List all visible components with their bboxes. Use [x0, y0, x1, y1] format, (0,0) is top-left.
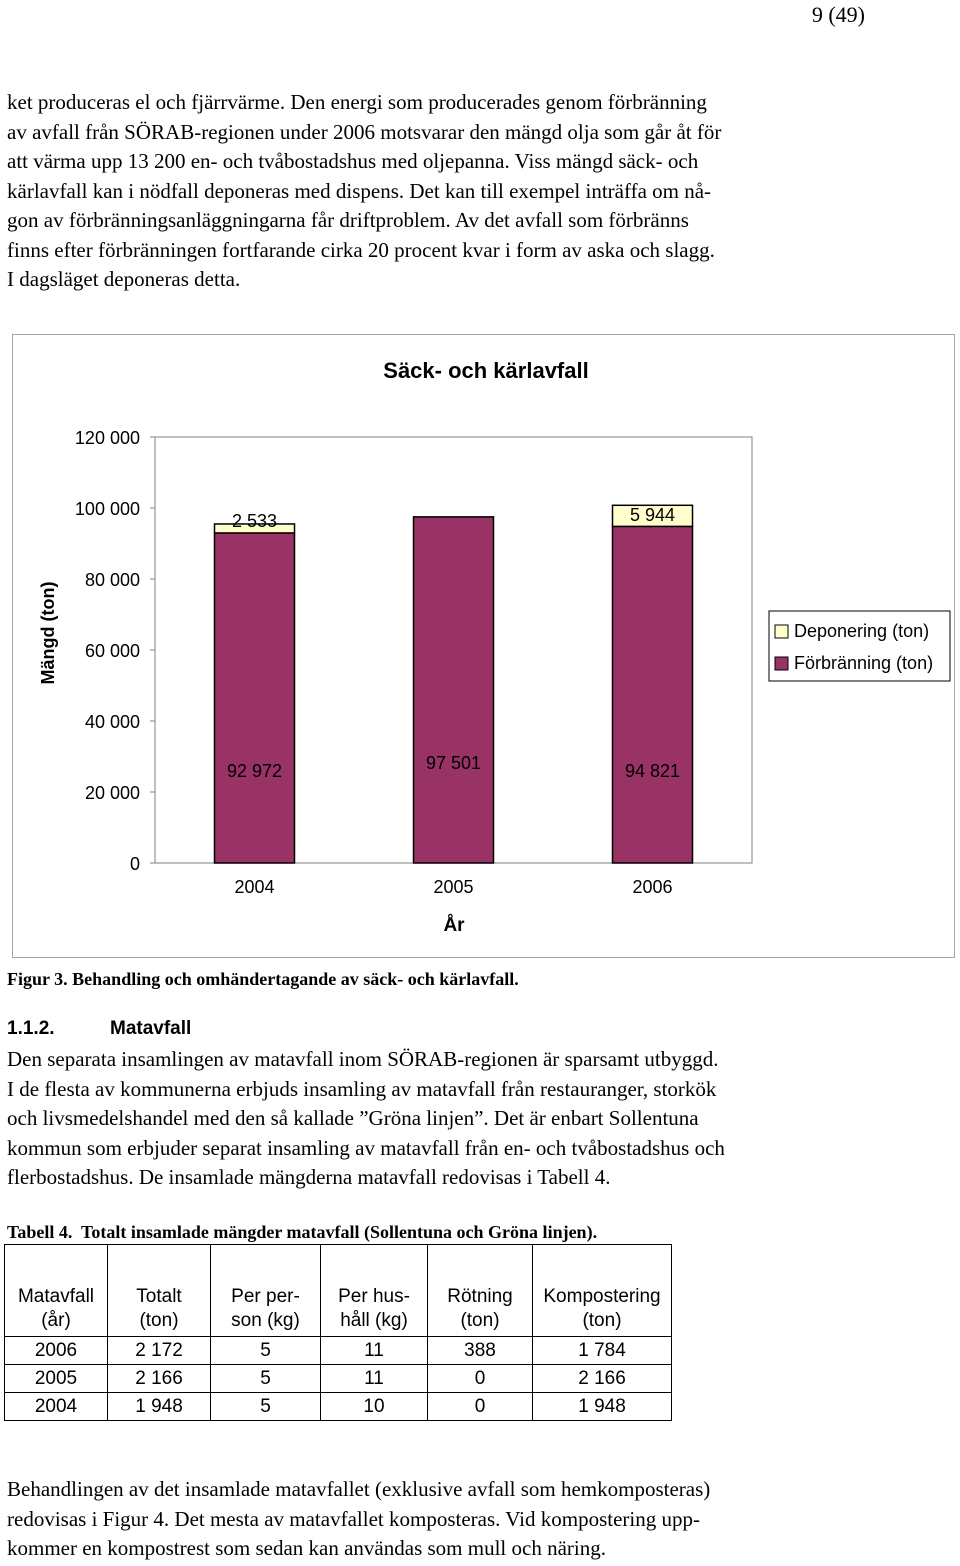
table-cell: 0: [427, 1392, 533, 1421]
legend-swatch-forbranning: [774, 656, 789, 671]
x-tick-label: 2004: [234, 877, 274, 897]
bar-value-label: 94 821: [625, 761, 680, 781]
text-line: ket produceras el och fjärrvärme. Den en…: [7, 90, 707, 114]
bar-value-label: 92 972: [227, 761, 282, 781]
section-paragraph: Den separata insamlingen av matavfall in…: [7, 1045, 947, 1193]
column-header: Rötning (ton): [427, 1244, 533, 1337]
table-row: 2006 2 172 5 11 388 1 784: [4, 1336, 672, 1365]
text-line: kommun som erbjuder separat insamling av…: [7, 1135, 725, 1160]
table-header-row: Matavfall (år) Totalt (ton) Per per-son (k…: [4, 1244, 672, 1337]
page-number: 9 (49): [811, 2, 865, 27]
y-tick-label: 20 000: [85, 783, 140, 803]
bar-segment: [611, 525, 694, 864]
y-tick-label: 60 000: [85, 641, 140, 661]
y-tick-label: 100 000: [75, 499, 140, 519]
table-cell: 2 166: [107, 1364, 211, 1393]
bar-segment: [213, 532, 296, 864]
text-line: kommer en kompostrest som sedan kan anvä…: [7, 1536, 606, 1560]
figure-caption: Figur 3. Behandling och omhändertagande …: [7, 969, 519, 989]
table-cell: 10: [320, 1392, 428, 1421]
x-tick-label: 2006: [632, 877, 672, 897]
y-axis-label: Mängd (ton): [38, 582, 58, 685]
table-cell: 2006: [4, 1336, 108, 1365]
table-cell: 2004: [4, 1392, 108, 1421]
text-line: redovisas i Figur 4. Det mesta av matavf…: [7, 1506, 700, 1531]
table-cell: 11: [320, 1336, 428, 1365]
column-header: Per hus-håll (kg): [320, 1244, 428, 1337]
table-cell: 5: [210, 1364, 321, 1393]
section-heading: 1.1.2. Matavfall: [7, 1018, 191, 1040]
chart-title: Säck- och kärlavfall: [383, 358, 588, 383]
column-header: Matavfall (år): [4, 1244, 108, 1337]
bar-value-label: 5 944: [630, 505, 675, 525]
legend-frame: [768, 610, 951, 682]
legend-label-forbranning: Förbränning (ton): [794, 653, 933, 673]
x-axis-label: År: [443, 915, 465, 936]
section-title: Matavfall: [110, 1018, 192, 1039]
y-tick-label: 0: [130, 854, 140, 874]
text-line: kärlavfall kan i nödfall deponeras med d…: [7, 178, 712, 203]
column-header: Kompostering (ton): [532, 1244, 672, 1337]
table-cell: 2 166: [532, 1364, 672, 1393]
table-cell: 0: [427, 1364, 533, 1393]
matavfall-table: Matavfall (år) Totalt (ton) Per per-son (k…: [4, 1244, 672, 1421]
text-line: I dagsläget deponeras detta.: [7, 267, 241, 291]
table-row: 2004 1 948 5 10 0 1 948: [4, 1392, 672, 1421]
bar-segment: [213, 523, 296, 534]
stacked-bar-chart: Säck- och kärlavfall Mängd (ton) År 0 20 …: [38, 358, 951, 936]
table-cell: 388: [427, 1336, 533, 1365]
table-cell: 1 784: [532, 1336, 672, 1365]
text-line: av avfall från SÖRAB-regionen under 2006…: [7, 119, 722, 144]
table-caption: Tabell 4. Totalt insamlade mängder matav…: [7, 1222, 598, 1242]
table-cell: 2005: [4, 1364, 108, 1393]
table-cell: 5: [210, 1336, 321, 1365]
bar-segment: [611, 504, 694, 528]
table-cell: 1 948: [532, 1392, 672, 1421]
closing-paragraph: Behandlingen av det insamlade matavfalle…: [7, 1475, 947, 1564]
legend: Deponering (ton) Förbränning (ton): [768, 610, 951, 682]
bar-value-label: 97 501: [426, 753, 481, 773]
text-line: Den separata insamlingen av matavfall in…: [7, 1047, 719, 1071]
column-header: Totalt (ton): [107, 1244, 211, 1337]
chart-frame: Säck- och kärlavfall Mängd (ton) År 0 20 …: [12, 334, 955, 958]
table-cell: 2 172: [107, 1336, 211, 1365]
intro-paragraph: ket produceras el och fjärrvärme. Den en…: [7, 88, 947, 295]
bar-segment: [412, 516, 495, 864]
table-row: 2005 2 166 5 11 0 2 166: [4, 1364, 672, 1393]
text-line: gon av förbränningsanläggningarna får dr…: [7, 208, 689, 232]
y-tick-label: 40 000: [85, 712, 140, 732]
text-line: I de flesta av kommunerna erbjuds insaml…: [7, 1076, 717, 1101]
table-cell: 11: [320, 1364, 428, 1393]
text-line: Behandlingen av det insamlade matavfalle…: [7, 1477, 711, 1501]
x-tick-label: 2005: [433, 877, 473, 897]
section-number: 1.1.2.: [7, 1018, 55, 1039]
y-tick-label: 120 000: [75, 428, 140, 448]
bar-value-label: 2 533: [232, 511, 277, 531]
table-cell: 1 948: [107, 1392, 211, 1421]
text-line: att värma upp 13 200 en- och tvåbostadsh…: [7, 149, 699, 173]
legend-label-deponering: Deponering (ton): [794, 621, 929, 641]
y-tick-label: 80 000: [85, 570, 140, 590]
column-header: Per per-son (kg): [210, 1244, 321, 1337]
text-line: flerbostadshus. De insamlade mängderna m…: [7, 1165, 611, 1189]
table-cell: 5: [210, 1392, 321, 1421]
legend-swatch-deponering: [774, 624, 789, 639]
text-line: och livsmedelshandel med den så kallade …: [7, 1106, 699, 1130]
text-line: finns efter förbränningen fortfarande ci…: [7, 237, 715, 262]
